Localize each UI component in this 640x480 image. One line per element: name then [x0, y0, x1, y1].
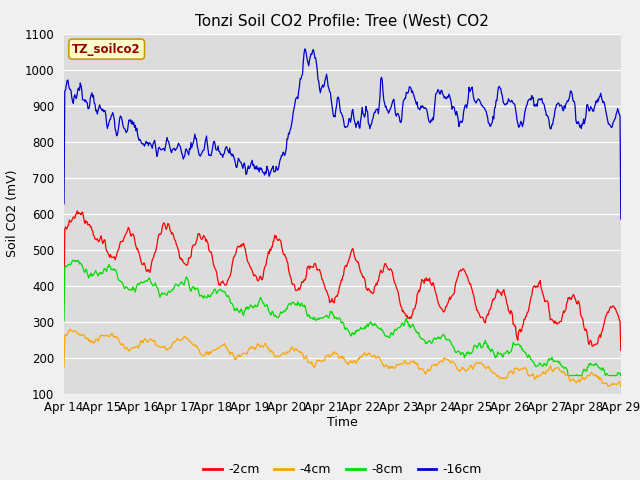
Text: TZ_soilco2: TZ_soilco2	[72, 43, 141, 56]
X-axis label: Time: Time	[327, 416, 358, 429]
Title: Tonzi Soil CO2 Profile: Tree (West) CO2: Tonzi Soil CO2 Profile: Tree (West) CO2	[195, 13, 490, 28]
Y-axis label: Soil CO2 (mV): Soil CO2 (mV)	[6, 170, 19, 257]
Legend: -2cm, -4cm, -8cm, -16cm: -2cm, -4cm, -8cm, -16cm	[198, 458, 487, 480]
